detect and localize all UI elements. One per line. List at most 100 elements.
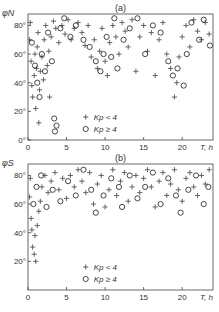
point: [145, 167, 150, 172]
y-tick-label: 60°: [14, 50, 26, 59]
x-tick-label: 10: [101, 143, 110, 152]
point: [101, 51, 106, 56]
y-tick: [28, 232, 31, 233]
legend: Kp < 4 Kp ≥ 4: [83, 263, 118, 284]
point: [164, 51, 169, 56]
y-tick-label: 40°: [14, 229, 26, 238]
point: [122, 170, 127, 175]
point: [143, 184, 148, 189]
point: [176, 187, 181, 192]
point: [33, 259, 38, 264]
point: [113, 34, 118, 39]
x-tick: [143, 137, 144, 140]
y-axis-label: φS: [2, 158, 14, 168]
point: [54, 123, 59, 128]
point: [149, 30, 154, 35]
point: [89, 187, 94, 192]
point: [37, 87, 42, 92]
legend-label: Kp < 4: [94, 263, 118, 272]
y-tick: [28, 140, 31, 141]
y-tick-label: 20°: [14, 107, 26, 116]
point: [170, 73, 175, 78]
plot-frame: [28, 14, 213, 140]
point: [62, 31, 67, 36]
point: [58, 199, 63, 204]
x-tick: [105, 287, 106, 290]
point: [62, 16, 67, 21]
panel-title: (a): [115, 3, 126, 13]
point: [156, 37, 161, 42]
point: [181, 83, 186, 88]
point: [33, 106, 38, 111]
point: [95, 66, 100, 71]
point: [158, 201, 163, 206]
point: [168, 66, 173, 71]
legend-label: Kp ≥ 4: [94, 275, 118, 284]
x-axis-label: T, h: [200, 143, 214, 152]
point: [180, 34, 185, 39]
point: [32, 233, 37, 238]
point: [60, 176, 65, 181]
point: [30, 244, 35, 249]
point: [107, 40, 112, 45]
point: [119, 20, 124, 25]
y-tick-label: 40°: [14, 79, 26, 88]
point: [207, 31, 212, 36]
point: [56, 40, 61, 45]
point: [129, 17, 134, 22]
x-tick-label: 5: [64, 143, 69, 152]
x-tick-label: 15: [139, 143, 148, 152]
point: [135, 196, 140, 201]
point: [45, 63, 50, 68]
legend-label: Kp < 4: [94, 113, 118, 122]
point: [39, 173, 44, 178]
points: [28, 16, 213, 134]
point: [49, 59, 54, 64]
point: [160, 20, 165, 25]
point: [64, 196, 69, 201]
point: [172, 94, 177, 99]
point: [187, 44, 192, 49]
point: [176, 54, 181, 59]
point: [201, 201, 206, 206]
x-tick: [66, 287, 67, 290]
point: [35, 44, 40, 49]
y-tick: [28, 82, 31, 83]
point: [141, 176, 146, 181]
x-tick-label: 0: [26, 293, 31, 302]
x-tick: [182, 287, 183, 290]
point: [184, 51, 189, 56]
point: [105, 73, 110, 78]
point: [195, 29, 200, 34]
point: [73, 193, 78, 198]
point: [29, 40, 34, 45]
point: [172, 167, 177, 172]
point: [28, 176, 33, 181]
point: [110, 23, 115, 28]
y-tick-label: 80°: [14, 171, 26, 180]
y-axis-label: φN: [2, 8, 15, 18]
point: [206, 184, 211, 189]
point: [34, 184, 39, 189]
point: [150, 170, 155, 175]
point: [68, 173, 73, 178]
point: [197, 37, 202, 42]
point: [87, 170, 92, 175]
y-tick-label: 20°: [14, 257, 26, 266]
point: [156, 179, 161, 184]
point: [186, 187, 191, 192]
point: [39, 51, 44, 56]
point: [99, 173, 104, 178]
point: [207, 43, 212, 48]
x-tick: [182, 137, 183, 140]
point: [52, 116, 57, 121]
point: [46, 49, 51, 54]
panel: (b)φS20°40°60°80°05101520T, hKp < 4Kp ≥ …: [2, 153, 214, 302]
point: [164, 193, 169, 198]
point: [109, 176, 114, 181]
point: [81, 167, 86, 172]
x-tick: [105, 137, 106, 140]
legend-marker: [83, 114, 88, 119]
panel-title: (b): [115, 153, 126, 163]
point: [133, 69, 138, 74]
